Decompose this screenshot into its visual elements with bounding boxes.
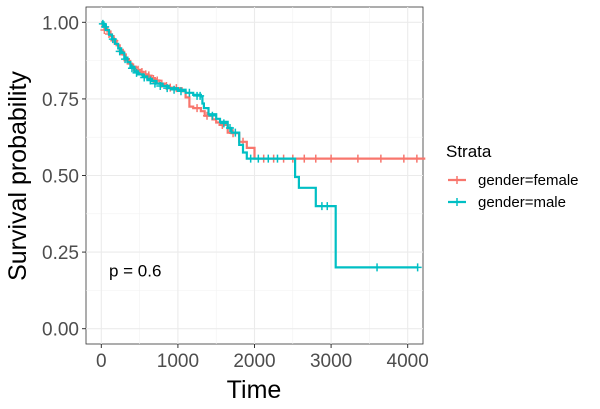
censor-mark — [412, 154, 421, 163]
censor-mark — [399, 154, 408, 163]
censor-mark — [146, 76, 155, 85]
legend: Strata gender=female gender=male — [446, 142, 579, 211]
y-tick-label: 0.50 — [42, 167, 79, 188]
censor-mark — [327, 154, 336, 163]
series-layer — [98, 19, 426, 272]
censor-mark — [219, 119, 228, 128]
censor-mark — [185, 88, 194, 97]
censor-mark — [156, 82, 165, 91]
censor-mark — [413, 263, 422, 272]
y-axis-title: Survival probability — [4, 71, 32, 281]
x-tick-label: 3000 — [310, 351, 352, 372]
censor-mark — [264, 154, 273, 163]
censor-mark — [121, 55, 130, 64]
x-axis-ticks: 0 1000 2000 3000 4000 — [96, 344, 429, 372]
censor-mark — [300, 154, 309, 163]
censor-mark — [108, 35, 117, 44]
x-tick-label: 2000 — [233, 351, 275, 372]
censor-mark — [132, 68, 141, 77]
y-tick-label: 0.75 — [42, 90, 79, 111]
censor-mark — [311, 154, 320, 163]
legend-item-label: gender=female — [478, 172, 579, 189]
censor-mark — [115, 47, 124, 56]
x-tick-label: 4000 — [387, 351, 429, 372]
x-axis-title: Time — [227, 376, 282, 404]
p-value-annotation: p = 0.6 — [109, 261, 161, 280]
y-axis-ticks: 0.00 0.25 0.50 0.75 1.00 — [42, 13, 86, 341]
censor-mark — [225, 124, 234, 133]
censor-mark — [140, 73, 149, 82]
censor-mark — [376, 154, 385, 163]
censor-mark — [176, 87, 185, 96]
censor-mark — [127, 64, 136, 73]
censor-mark — [163, 84, 172, 93]
censor-mark — [196, 91, 205, 100]
censor-mark — [101, 22, 110, 31]
legend-title: Strata — [446, 142, 492, 161]
censor-mark — [170, 85, 179, 94]
y-tick-label: 1.00 — [42, 13, 79, 34]
censor-mark — [231, 128, 240, 137]
y-tick-label: 0.25 — [42, 243, 79, 264]
censor-mark — [208, 111, 217, 120]
censor-mark — [373, 263, 382, 272]
censor-mark — [353, 154, 362, 163]
x-tick-label: 0 — [96, 351, 107, 372]
censor-mark — [254, 154, 263, 163]
legend-item-label: gender=male — [478, 194, 566, 211]
grid-major — [86, 7, 423, 344]
censor-mark — [193, 104, 202, 113]
censor-mark — [246, 154, 255, 163]
censor-mark — [150, 79, 159, 88]
censor-mark — [273, 154, 282, 163]
y-tick-label: 0.00 — [42, 320, 79, 341]
x-tick-label: 1000 — [157, 351, 199, 372]
censor-mark — [323, 202, 332, 211]
